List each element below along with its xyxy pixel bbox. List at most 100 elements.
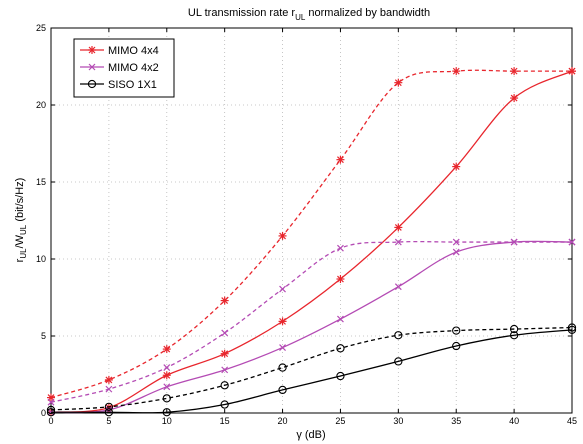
- data-point-dashed: [220, 381, 229, 390]
- marker-stroke: [88, 63, 96, 71]
- data-point-dashed: [47, 393, 55, 402]
- data-point-solid: [510, 94, 519, 103]
- x-tick-label: 45: [567, 416, 577, 426]
- legend: MIMO 4x4 MIMO 4x2 SISO 1X1: [73, 38, 175, 98]
- marker-stroke: [568, 67, 576, 75]
- marker-stroke: [452, 238, 460, 246]
- data-point-solid: [46, 408, 56, 417]
- marker-stroke: [162, 408, 171, 417]
- data-point-solid: [104, 408, 114, 417]
- data-point-dashed: [47, 398, 55, 406]
- data-point-solid: [162, 408, 171, 417]
- marker-stroke: [88, 46, 96, 54]
- marker-stroke: [279, 285, 286, 293]
- x-tick-label: 15: [220, 416, 230, 426]
- legend-label: SISO 1X1: [108, 79, 157, 91]
- marker-stroke: [163, 364, 171, 371]
- marker-stroke: [220, 400, 229, 409]
- x-tick-label: 35: [451, 416, 461, 426]
- data-point-solid: [509, 331, 519, 340]
- marker-stroke: [337, 315, 344, 323]
- data-point-solid: [568, 67, 576, 76]
- legend-label: MIMO 4x4: [108, 45, 159, 57]
- legend-entry: MIMO 4x2: [80, 62, 159, 74]
- data-point-solid: [452, 341, 461, 351]
- data-point-dashed: [221, 329, 229, 337]
- data-point-dashed: [162, 394, 171, 403]
- data-point-dashed: [278, 363, 287, 372]
- marker-stroke: [87, 79, 97, 89]
- data-point-solid: [279, 344, 286, 351]
- x-tick-label: 10: [162, 416, 172, 426]
- data-point-solid: [394, 357, 403, 366]
- data-point-solid: [278, 385, 287, 395]
- data-point-dashed: [162, 345, 171, 354]
- marker-stroke: [221, 366, 229, 374]
- series-line-dashed: [50, 240, 572, 403]
- marker-stroke: [337, 275, 344, 283]
- series-mimo-4x2: [47, 238, 576, 416]
- x-tick-label: 0: [48, 416, 53, 426]
- y-tick-label: 25: [36, 23, 46, 33]
- series-line-dashed: [50, 326, 573, 411]
- series-line-dashed: [50, 69, 572, 399]
- data-point-solid: [278, 317, 287, 326]
- marker-stroke: [509, 324, 519, 334]
- x-tick-label: 20: [278, 416, 288, 426]
- legend-marker: [88, 63, 96, 71]
- data-point-dashed: [105, 385, 113, 393]
- marker-stroke: [336, 344, 345, 353]
- marker-stroke: [394, 224, 402, 231]
- marker-stroke: [221, 297, 229, 305]
- data-point-solid: [336, 275, 345, 284]
- legend-marker: [88, 46, 96, 54]
- series-line-solid: [50, 70, 573, 413]
- marker-stroke: [509, 331, 519, 340]
- data-point-dashed: [509, 324, 519, 334]
- data-point-dashed: [220, 296, 229, 305]
- data-point-dashed: [337, 244, 344, 252]
- data-point-solid: [336, 371, 345, 381]
- data-point-dashed: [394, 331, 403, 340]
- data-point-dashed: [279, 285, 286, 293]
- marker-stroke: [568, 238, 576, 246]
- marker-stroke: [510, 67, 518, 75]
- data-point-dashed: [163, 364, 171, 371]
- y-tick-label: 20: [36, 100, 46, 110]
- legend-entry: SISO 1X1: [80, 79, 157, 91]
- marker-stroke: [279, 232, 286, 240]
- x-tick-label: 30: [393, 416, 403, 426]
- marker-stroke: [337, 156, 344, 164]
- marker-stroke: [162, 394, 171, 403]
- marker-stroke: [104, 402, 114, 411]
- data-point-dashed: [452, 238, 460, 246]
- marker-stroke: [163, 371, 171, 379]
- marker-stroke: [337, 244, 344, 252]
- data-point-dashed: [394, 238, 402, 246]
- x-axis-label: γ (dB): [296, 429, 325, 441]
- marker-stroke: [105, 385, 113, 393]
- marker-stroke: [394, 283, 402, 291]
- data-point-dashed: [46, 405, 56, 415]
- data-point-solid: [394, 223, 403, 232]
- marker-stroke: [220, 381, 229, 390]
- data-point-solid: [221, 366, 229, 374]
- marker-stroke: [46, 408, 56, 417]
- plot-frame: [50, 27, 573, 414]
- data-point-dashed: [452, 67, 461, 76]
- marker-stroke: [394, 238, 402, 246]
- chart-title: UL transmission rate rUL normalized by b…: [188, 7, 430, 22]
- data-point-dashed: [104, 402, 114, 411]
- marker-stroke: [452, 326, 461, 335]
- x-tick-label: 25: [335, 416, 345, 426]
- data-point-dashed: [567, 323, 577, 332]
- y-tick-label: 15: [36, 177, 46, 187]
- series-line-solid: [50, 240, 573, 414]
- data-point-solid: [568, 238, 576, 246]
- legend-entry: MIMO 4x4: [80, 45, 159, 57]
- legend-label: MIMO 4x2: [108, 62, 159, 74]
- marker-stroke: [279, 344, 286, 351]
- marker-stroke: [394, 331, 403, 340]
- x-tick-label: 5: [106, 416, 111, 426]
